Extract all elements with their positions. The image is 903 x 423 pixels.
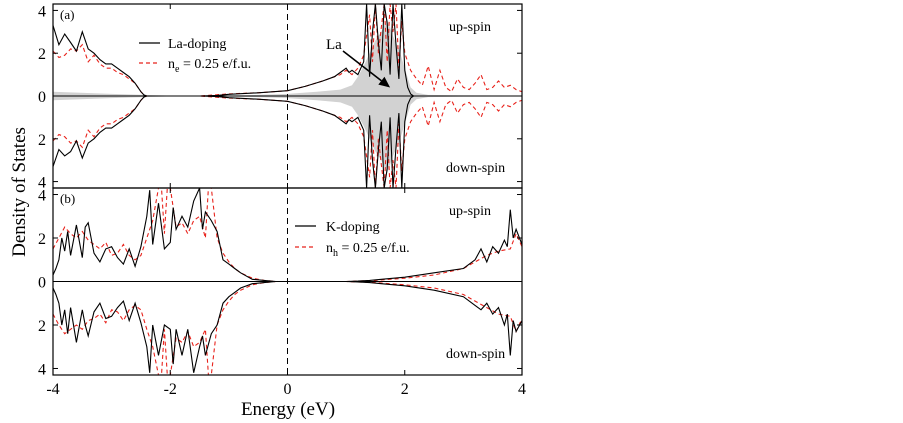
y-tick-label: 4 <box>38 361 46 378</box>
panel-a-legend: La-doping ne = 0.25 e/f.u. <box>139 37 251 75</box>
x-tick-label: -4 <box>46 381 59 398</box>
panel-a-up-spin-label: up-spin <box>449 20 491 35</box>
y-tick-label: 2 <box>38 46 46 63</box>
legend-a-solid-label: La-doping <box>168 37 226 52</box>
panel-b-down-spin-label: down-spin <box>446 347 505 362</box>
legend-a-dashed-label: ne = 0.25 e/f.u. <box>168 57 251 75</box>
y-tick-label: 0 <box>38 275 46 292</box>
y-tick-label: 4 <box>38 175 46 192</box>
series-dashed-up-spin-line <box>53 188 522 283</box>
panel-b-up-spin-label: up-spin <box>449 204 491 219</box>
legend-a-n: n <box>168 57 175 72</box>
legend-b-dashed-label: nh = 0.25 e/f.u. <box>326 241 410 259</box>
y-tick-label: 4 <box>38 3 46 20</box>
legend-b-sub: h <box>333 248 338 259</box>
legend-a-rest: = 0.25 e/f.u. <box>179 57 251 72</box>
series-dashed-down-spin-line <box>53 95 522 188</box>
panel-b: 4 2 0 2 4 (b) K-doping nh = 0.25 e/f.u. up-s… <box>38 187 523 378</box>
series-solid-up-spin-line <box>53 188 522 283</box>
x-tick-label: -2 <box>164 381 177 398</box>
y-axis-label: Density of States <box>9 127 30 257</box>
legend-a-sub: e <box>175 64 180 75</box>
series-dashed-down-spin-line <box>53 280 522 375</box>
legend-b-rest: = 0.25 e/f.u. <box>338 241 410 256</box>
panel-b-label: (b) <box>60 191 75 206</box>
series-solid-down-spin-line <box>53 95 414 188</box>
y-tick-label: 2 <box>38 231 46 248</box>
series-dashed-up-spin-line <box>53 4 522 97</box>
x-tick-label: 4 <box>518 381 526 398</box>
series-solid-down-spin-line <box>53 280 522 373</box>
legend-b-solid-label: K-doping <box>326 220 380 235</box>
y-tick-label: 0 <box>38 89 46 106</box>
panel-b-legend: K-doping nh = 0.25 e/f.u. <box>295 220 410 259</box>
y-tick-label: 2 <box>38 132 46 149</box>
x-axis-label: Energy (eV) <box>241 399 335 420</box>
la-annotation-arrow <box>342 50 382 82</box>
legend-b-n: n <box>326 241 333 256</box>
panel-a-down-spin-label: down-spin <box>446 161 505 176</box>
y-tick-label: 2 <box>38 318 46 335</box>
series-solid-up-spin-line <box>53 4 414 97</box>
panel-a-label: (a) <box>60 7 74 22</box>
la-annotation-label: La <box>326 37 342 53</box>
y-tick-label: 4 <box>38 188 46 205</box>
x-tick-label: 0 <box>284 381 292 398</box>
la-annotation-arrowhead <box>378 76 391 88</box>
panel-a: 4 2 0 2 4 (a) La-doping ne = 0.25 e/f.u. up-… <box>38 3 523 192</box>
x-tick-label: 2 <box>401 381 409 398</box>
